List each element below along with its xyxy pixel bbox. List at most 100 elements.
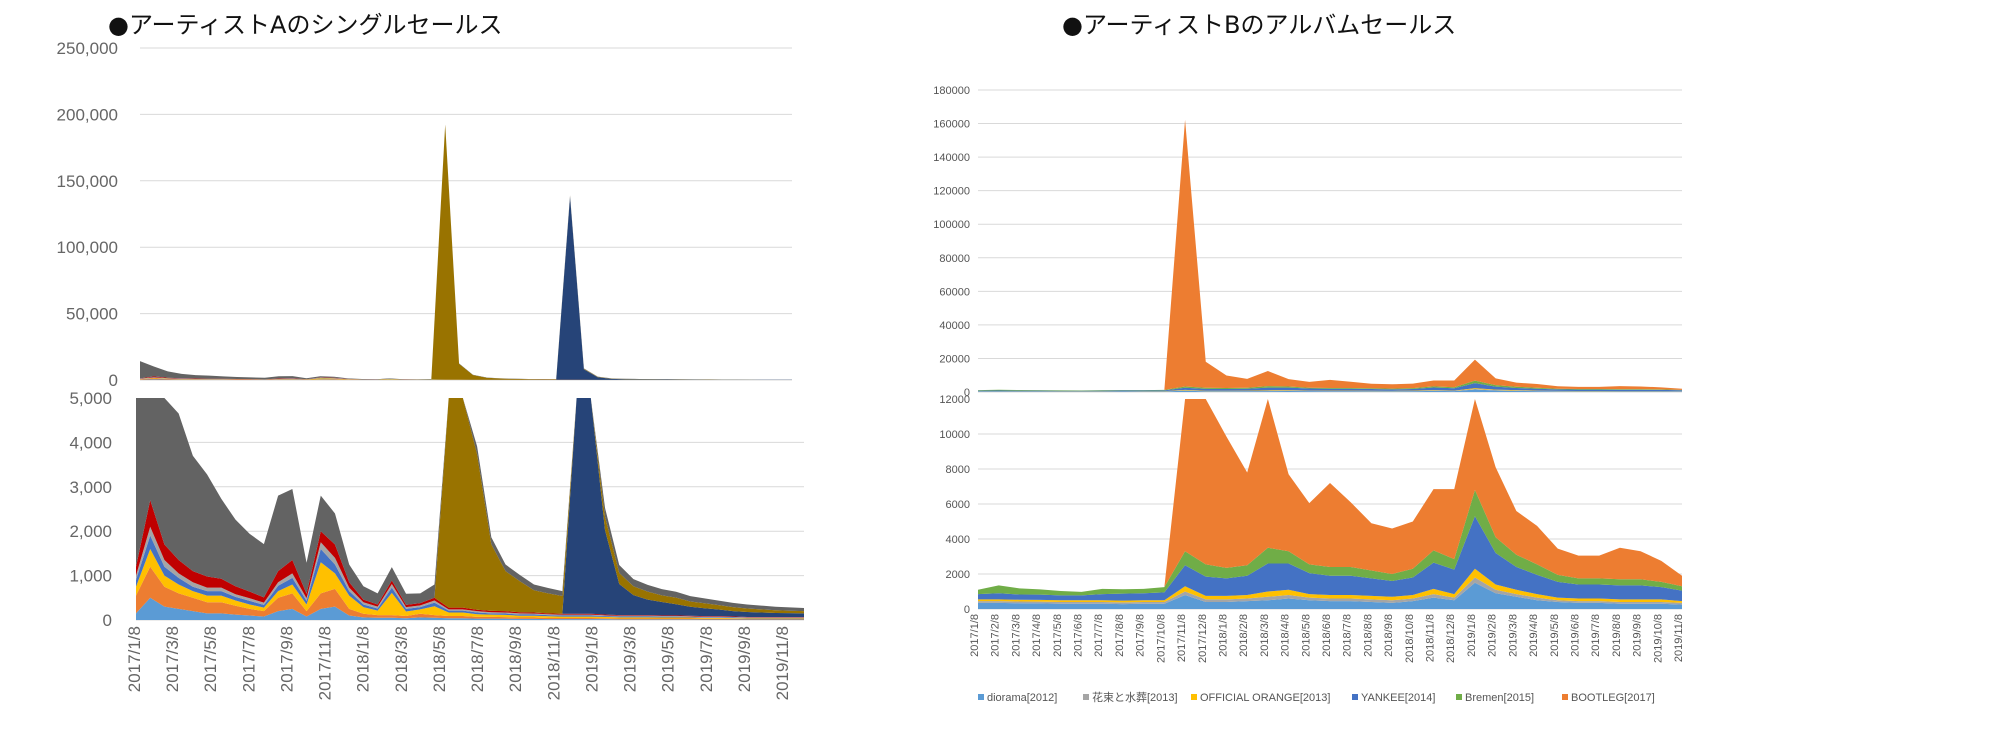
legend-item: YANKEE[2014] xyxy=(1352,692,1435,704)
chart-b-top-panel: 180000 160000 140000 120000 100000 80000 60000… xyxy=(933,85,1682,399)
x-tick-label: 2017/3/8 xyxy=(163,626,182,692)
legend-swatch xyxy=(978,694,984,700)
chart-b-bottom-panel: 12000 10000 8000 6000 4000 2000 0 xyxy=(939,394,1682,616)
x-tick-label: 2018/2/8 xyxy=(1238,614,1250,657)
y-tick-label: 0 xyxy=(964,387,970,399)
x-tick-label: 2017/11/8 xyxy=(316,626,335,700)
area-series-3 xyxy=(140,377,792,380)
x-tick-label: 2018/6/8 xyxy=(1321,614,1333,657)
y-tick-label: 3,000 xyxy=(69,478,112,497)
legend-label: YANKEE[2014] xyxy=(1361,692,1435,704)
y-tick-label: 50,000 xyxy=(66,305,118,324)
area-series-4 xyxy=(136,526,804,618)
x-tick-label: 2019/1/8 xyxy=(1466,614,1478,657)
x-tick-label: 2018/9/8 xyxy=(506,626,525,692)
x-tick-label: 2018/1/8 xyxy=(1218,614,1230,657)
x-tick-label: 2017/7/8 xyxy=(1093,614,1105,657)
area-series-7 xyxy=(136,398,804,614)
legend-swatch xyxy=(1352,694,1358,700)
area-series-3 xyxy=(978,516,1682,602)
area-series-1 xyxy=(978,388,1682,392)
x-tick-label: 2019/5/8 xyxy=(659,626,678,692)
y-tick-label: 2,000 xyxy=(69,522,112,541)
x-tick-label: 2017/2/8 xyxy=(990,614,1002,657)
legend-swatch xyxy=(1083,694,1089,700)
area-series-7 xyxy=(140,124,792,380)
y-tick-label: 4,000 xyxy=(69,433,112,452)
x-tick-label: 2017/9/8 xyxy=(1135,614,1147,657)
x-tick-label: 2017/5/8 xyxy=(201,626,220,692)
area-series-2 xyxy=(136,548,804,620)
x-tick-label: 2017/3/8 xyxy=(1010,614,1022,657)
y-tick-label: 5,000 xyxy=(69,389,112,408)
y-tick-label: 0 xyxy=(964,604,970,616)
y-tick-label: 8000 xyxy=(946,464,970,476)
x-tick-label: 2018/3/8 xyxy=(1259,614,1271,657)
area-series-5 xyxy=(978,399,1682,592)
y-tick-label: 60000 xyxy=(939,286,970,298)
y-tick-label: 0 xyxy=(109,371,118,390)
x-tick-label: 2019/7/8 xyxy=(697,626,716,692)
x-tick-label: 2017/8/8 xyxy=(1114,614,1126,657)
area-series-6 xyxy=(140,196,792,380)
x-tick-label: 2017/1/8 xyxy=(125,626,144,692)
area-series-3 xyxy=(136,535,804,619)
y-tick-label: 80000 xyxy=(939,253,970,265)
chart-b-x-labels: 2017/1/8 2017/2/8 2017/3/8 2017/4/8 2017/5/8… xyxy=(969,614,1685,663)
x-tick-label: 2018/5/8 xyxy=(1300,614,1312,657)
x-tick-label: 2017/5/8 xyxy=(1052,614,1064,657)
x-tick-label: 2018/4/8 xyxy=(1280,614,1292,657)
area-series-0 xyxy=(978,389,1682,392)
area-series-1 xyxy=(978,577,1682,605)
y-tick-label: 20000 xyxy=(939,353,970,365)
chart-a-title: ●アーティストAのシングルセールス xyxy=(108,11,502,39)
y-tick-label: 0 xyxy=(103,611,112,630)
y-tick-label: 100000 xyxy=(933,219,970,231)
area-series-4 xyxy=(140,377,792,380)
area-series-4 xyxy=(978,490,1682,596)
x-tick-label: 2018/12/8 xyxy=(1445,614,1457,663)
x-tick-label: 2018/11/8 xyxy=(544,626,563,700)
x-tick-label: 2018/1/8 xyxy=(354,626,373,692)
x-tick-label: 2017/6/8 xyxy=(1073,614,1085,657)
area-series-3 xyxy=(978,383,1682,392)
x-tick-label: 2019/6/8 xyxy=(1570,614,1582,657)
x-tick-label: 2017/12/8 xyxy=(1197,614,1209,663)
legend-item: Bremen[2015] xyxy=(1456,692,1534,704)
y-tick-label: 150,000 xyxy=(57,172,118,191)
x-tick-label: 2017/11/8 xyxy=(1176,614,1188,662)
y-tick-label: 180000 xyxy=(933,85,970,97)
x-tick-label: 2019/9/8 xyxy=(735,626,754,692)
x-tick-label: 2019/8/8 xyxy=(1611,614,1623,657)
x-tick-label: 2019/11/8 xyxy=(1673,614,1685,662)
y-tick-label: 4000 xyxy=(946,534,970,546)
x-tick-label: 2018/7/8 xyxy=(1342,614,1354,657)
legend-swatch xyxy=(1191,694,1197,700)
area-series-0 xyxy=(978,582,1682,609)
x-tick-label: 2018/8/8 xyxy=(1362,614,1374,657)
area-series-5 xyxy=(978,119,1682,391)
y-tick-label: 120000 xyxy=(933,186,970,198)
y-tick-label: 12000 xyxy=(939,394,970,406)
area-series-0 xyxy=(140,379,792,380)
area-series-2 xyxy=(140,377,792,380)
x-tick-label: 2019/2/8 xyxy=(1487,614,1499,657)
x-tick-label: 2017/7/8 xyxy=(239,626,258,692)
legend-item: OFFICIAL ORANGE[2013] xyxy=(1191,692,1330,704)
legend-item: 花束と水葬[2013] xyxy=(1083,691,1178,704)
x-tick-label: 2019/5/8 xyxy=(1549,614,1561,657)
y-tick-label: 140000 xyxy=(933,152,970,164)
chart-a-x-labels: 2017/1/8 2017/3/8 2017/5/8 2017/7/8 2017/9/8… xyxy=(125,626,792,700)
legend-label: Bremen[2015] xyxy=(1465,692,1534,704)
x-tick-label: 2019/4/8 xyxy=(1528,614,1540,657)
x-tick-label: 2019/11/8 xyxy=(773,626,792,700)
y-tick-label: 2000 xyxy=(946,569,970,581)
x-tick-label: 2017/1/8 xyxy=(969,614,981,657)
legend-item: diorama[2012] xyxy=(978,692,1057,704)
x-tick-label: 2018/7/8 xyxy=(468,626,487,692)
x-tick-label: 2018/10/8 xyxy=(1404,614,1416,663)
legend-label: BOOTLEG[2017] xyxy=(1571,692,1655,704)
x-tick-label: 2018/3/8 xyxy=(392,626,411,692)
x-tick-label: 2017/9/8 xyxy=(278,626,297,692)
